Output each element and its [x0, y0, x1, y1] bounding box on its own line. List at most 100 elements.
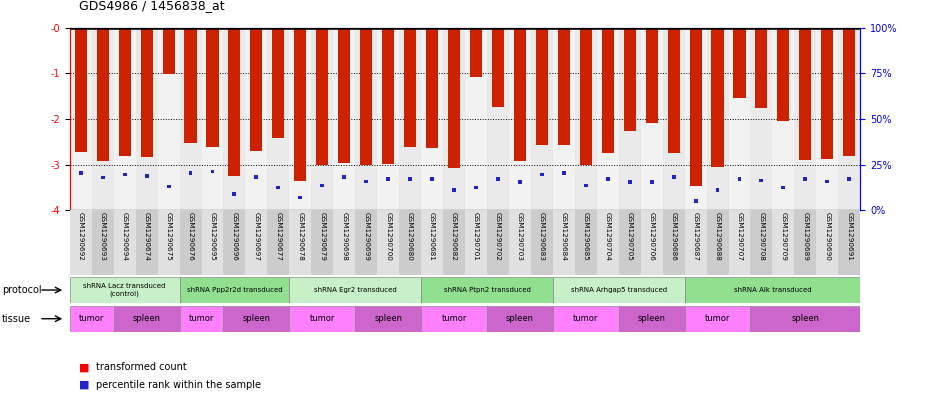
- Bar: [421, 277, 552, 303]
- Text: ■: ■: [79, 380, 89, 390]
- Text: shRNA Ptpn2 transduced: shRNA Ptpn2 transduced: [444, 287, 530, 293]
- Bar: [755, 28, 767, 108]
- Bar: [597, 210, 618, 275]
- Bar: [821, 28, 833, 159]
- Bar: [715, 188, 720, 191]
- Bar: [70, 277, 179, 303]
- Bar: [671, 175, 675, 179]
- Text: GSM1290699: GSM1290699: [364, 211, 369, 261]
- Bar: [602, 28, 614, 153]
- Bar: [509, 210, 531, 275]
- Bar: [773, 28, 794, 210]
- Bar: [179, 28, 202, 210]
- Bar: [448, 28, 460, 168]
- Text: tumor: tumor: [573, 314, 599, 323]
- Bar: [378, 28, 399, 210]
- Bar: [641, 210, 662, 275]
- Text: GSM1290686: GSM1290686: [671, 211, 677, 261]
- Bar: [223, 306, 289, 332]
- Bar: [751, 28, 773, 210]
- Bar: [518, 180, 522, 184]
- Bar: [157, 28, 179, 210]
- Bar: [179, 210, 202, 275]
- Bar: [421, 306, 487, 332]
- Bar: [781, 185, 785, 189]
- Bar: [474, 185, 478, 189]
- Text: GSM1290683: GSM1290683: [538, 211, 545, 261]
- Bar: [184, 28, 196, 143]
- Bar: [465, 210, 487, 275]
- Text: GSM1290681: GSM1290681: [429, 211, 435, 261]
- Text: spleen: spleen: [506, 314, 534, 323]
- Bar: [707, 210, 728, 275]
- Bar: [223, 210, 246, 275]
- Bar: [163, 28, 175, 74]
- Bar: [166, 185, 170, 188]
- Bar: [355, 28, 378, 210]
- Bar: [694, 199, 698, 203]
- Text: GSM1290685: GSM1290685: [583, 211, 589, 261]
- Bar: [339, 28, 351, 163]
- Text: GSM1290696: GSM1290696: [232, 211, 237, 261]
- Bar: [250, 28, 262, 151]
- Bar: [206, 28, 219, 147]
- Bar: [751, 306, 860, 332]
- Bar: [575, 210, 597, 275]
- Bar: [492, 28, 504, 107]
- Text: GSM1290707: GSM1290707: [737, 211, 742, 261]
- Bar: [540, 173, 544, 176]
- Bar: [179, 306, 223, 332]
- Bar: [229, 28, 241, 176]
- Text: GSM1290687: GSM1290687: [693, 211, 698, 261]
- Bar: [113, 306, 179, 332]
- Bar: [618, 306, 684, 332]
- Bar: [465, 28, 487, 210]
- Bar: [443, 28, 465, 210]
- Bar: [645, 28, 658, 123]
- Bar: [289, 210, 312, 275]
- Text: GSM1290674: GSM1290674: [143, 211, 150, 261]
- Bar: [426, 28, 438, 148]
- Bar: [838, 28, 860, 210]
- Bar: [113, 28, 136, 210]
- Bar: [584, 184, 588, 187]
- Bar: [320, 184, 325, 187]
- Bar: [825, 180, 830, 183]
- Text: GSM1290684: GSM1290684: [561, 211, 566, 261]
- Text: shRNA Ppp2r2d transduced: shRNA Ppp2r2d transduced: [187, 287, 282, 293]
- Bar: [360, 28, 372, 165]
- Bar: [70, 210, 92, 275]
- Text: spleen: spleen: [243, 314, 271, 323]
- Bar: [487, 210, 509, 275]
- Text: GSM1290678: GSM1290678: [298, 211, 303, 261]
- Bar: [386, 177, 390, 181]
- Bar: [113, 210, 136, 275]
- Bar: [684, 306, 751, 332]
- Text: shRNA Alk transduced: shRNA Alk transduced: [734, 287, 811, 293]
- Text: GSM1290704: GSM1290704: [604, 211, 611, 261]
- Text: GSM1290703: GSM1290703: [517, 211, 523, 261]
- Bar: [365, 180, 368, 183]
- Bar: [707, 28, 728, 210]
- Bar: [847, 177, 851, 181]
- Bar: [552, 28, 575, 210]
- Text: GSM1290677: GSM1290677: [275, 211, 282, 261]
- Bar: [689, 28, 701, 185]
- Bar: [246, 210, 267, 275]
- Bar: [140, 28, 153, 157]
- Bar: [552, 306, 618, 332]
- Bar: [312, 210, 333, 275]
- Text: GSM1290706: GSM1290706: [648, 211, 655, 261]
- Bar: [202, 210, 223, 275]
- Bar: [536, 28, 548, 145]
- Bar: [817, 28, 838, 210]
- Bar: [443, 210, 465, 275]
- Bar: [662, 28, 684, 210]
- Text: transformed count: transformed count: [96, 362, 187, 373]
- Bar: [711, 28, 724, 167]
- Text: GSM1290688: GSM1290688: [714, 211, 721, 261]
- Bar: [294, 28, 306, 182]
- Bar: [531, 28, 552, 210]
- Bar: [70, 28, 92, 210]
- Text: GSM1290702: GSM1290702: [495, 211, 501, 261]
